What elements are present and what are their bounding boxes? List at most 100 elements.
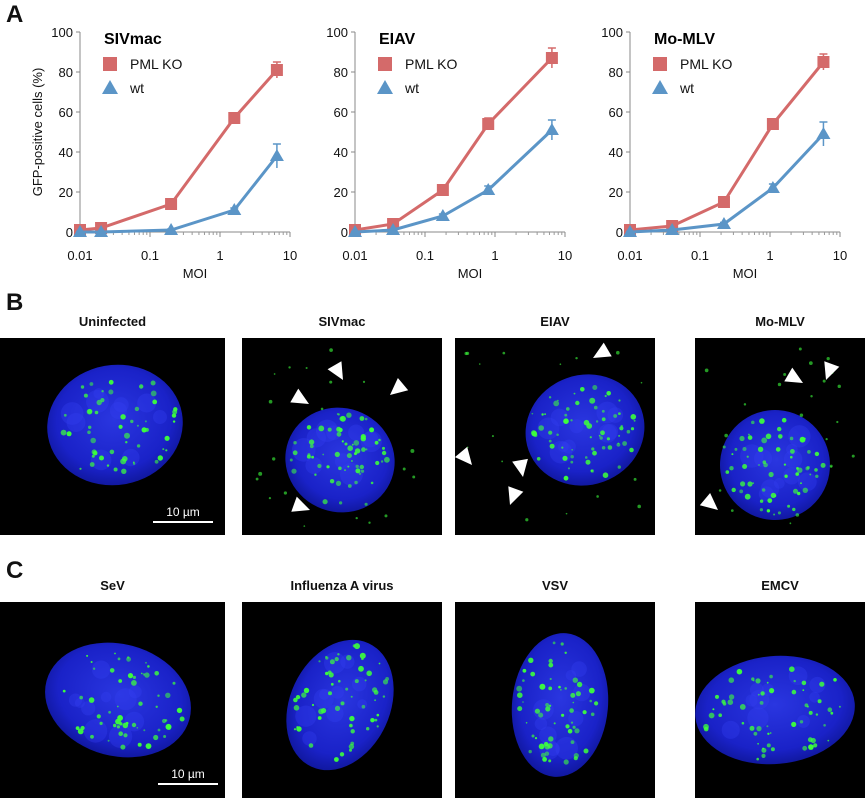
- green-focus: [531, 734, 535, 738]
- green-focus: [346, 412, 352, 418]
- green-focus: [179, 716, 185, 722]
- green-focus: [757, 742, 759, 745]
- data-point: [623, 225, 637, 237]
- green-focus: [334, 705, 341, 712]
- cytoplasmic-focus: [825, 438, 828, 441]
- data-point: [73, 225, 87, 237]
- nucleus-texture: [534, 717, 548, 731]
- green-focus: [366, 670, 373, 677]
- data-point: [716, 217, 731, 229]
- green-focus: [134, 406, 140, 412]
- green-focus: [799, 720, 804, 724]
- green-focus: [124, 432, 130, 439]
- green-focus: [572, 677, 578, 683]
- green-focus: [591, 447, 595, 451]
- arrowhead-marker: [699, 492, 718, 510]
- data-point: [269, 149, 284, 161]
- cytoplasmic-focus: [570, 460, 574, 464]
- green-focus: [164, 435, 170, 441]
- green-focus: [96, 399, 102, 406]
- green-focus: [325, 671, 329, 676]
- green-focus: [575, 400, 580, 406]
- green-focus: [322, 453, 325, 456]
- green-focus: [590, 712, 595, 717]
- green-focus: [718, 713, 722, 717]
- series-pml-ko: PML KO: [349, 47, 558, 236]
- green-focus: [120, 414, 126, 420]
- cytoplasmic-focus: [283, 491, 288, 495]
- green-focus: [90, 437, 96, 444]
- green-focus: [101, 390, 104, 393]
- green-focus: [318, 660, 321, 663]
- x-tick-label: 10: [283, 248, 297, 263]
- green-focus: [349, 723, 353, 728]
- green-focus: [292, 450, 298, 456]
- green-focus: [385, 677, 389, 681]
- green-focus: [127, 673, 134, 679]
- micrograph-title: VSV: [542, 578, 568, 593]
- green-focus: [91, 454, 95, 458]
- cytoplasmic-focus: [789, 436, 794, 441]
- green-focus: [108, 379, 114, 385]
- green-focus: [553, 722, 556, 725]
- green-focus: [626, 429, 631, 434]
- green-focus: [120, 458, 127, 465]
- micrograph-b-1: SIVmac: [242, 314, 442, 535]
- cytoplasmic-focus: [759, 508, 764, 512]
- data-point: [164, 223, 179, 235]
- green-focus: [338, 427, 343, 433]
- y-tick-label: 20: [609, 185, 623, 200]
- green-focus: [141, 427, 147, 433]
- green-focus: [366, 727, 370, 731]
- green-focus: [757, 446, 764, 452]
- data-point: [765, 181, 780, 193]
- green-focus: [530, 671, 536, 677]
- green-focus: [598, 434, 601, 437]
- green-focus: [604, 394, 607, 398]
- nucleus-texture: [565, 669, 577, 681]
- green-focus: [154, 671, 159, 676]
- cytoplasmic-focus: [465, 351, 470, 355]
- green-focus: [768, 471, 774, 478]
- green-focus: [381, 450, 387, 456]
- green-focus: [375, 460, 380, 466]
- nucleus-texture: [537, 417, 560, 440]
- cytoplasmic-focus: [617, 465, 621, 469]
- panel-letter-b: B: [6, 289, 23, 316]
- green-focus: [564, 413, 568, 417]
- green-focus: [809, 473, 812, 476]
- legend-marker: [103, 57, 117, 71]
- green-focus: [800, 482, 802, 485]
- green-focus: [60, 429, 67, 436]
- green-focus: [350, 460, 353, 462]
- green-focus: [293, 705, 300, 711]
- green-focus: [548, 430, 553, 435]
- green-focus: [79, 467, 82, 470]
- green-focus: [806, 705, 809, 708]
- cytoplasmic-focus: [601, 409, 605, 413]
- green-focus: [355, 464, 359, 469]
- green-focus: [589, 397, 596, 404]
- green-focus: [762, 747, 765, 750]
- green-focus: [766, 681, 769, 684]
- nucleus-texture: [318, 689, 330, 700]
- cytoplasmic-focus: [410, 449, 415, 453]
- x-tick-label: 0.01: [342, 248, 367, 263]
- green-focus: [327, 427, 332, 432]
- green-focus: [347, 445, 354, 452]
- green-focus: [833, 678, 837, 682]
- green-focus: [147, 665, 150, 668]
- green-focus: [545, 706, 551, 712]
- cytoplasmic-focus: [384, 514, 388, 518]
- nucleus-texture: [83, 719, 108, 743]
- green-focus: [606, 391, 611, 396]
- green-focus: [109, 449, 115, 455]
- green-focus: [354, 679, 359, 684]
- nucleus: [511, 633, 609, 777]
- green-focus: [770, 492, 777, 499]
- nucleus-texture: [81, 701, 96, 716]
- nucleus: [47, 364, 183, 486]
- nucleus-texture: [91, 660, 111, 679]
- green-focus: [79, 695, 83, 700]
- green-focus: [347, 484, 352, 488]
